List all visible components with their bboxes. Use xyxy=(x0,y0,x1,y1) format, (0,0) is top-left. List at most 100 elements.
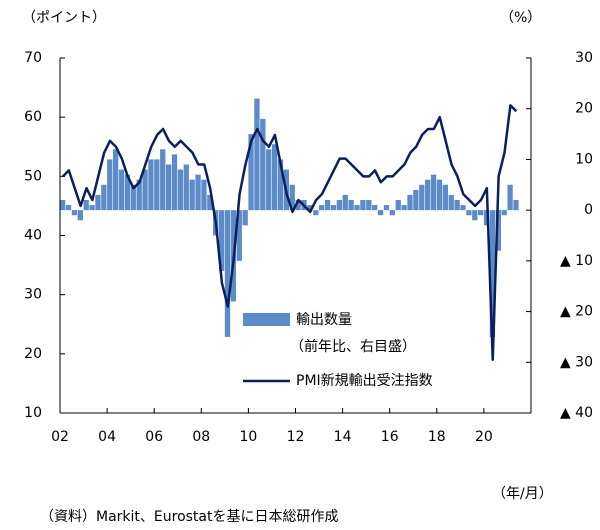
bar xyxy=(478,210,484,216)
bar xyxy=(460,205,466,211)
bar xyxy=(136,179,142,211)
bar xyxy=(236,210,242,261)
bar xyxy=(295,200,301,211)
bar xyxy=(60,200,66,211)
y2-tick-label: 20 xyxy=(575,101,593,117)
y-tick-label: 30 xyxy=(24,287,42,303)
bar xyxy=(207,194,213,211)
bar xyxy=(142,169,148,211)
legend-note: （前年比、右目盛） xyxy=(290,338,416,355)
bar xyxy=(148,159,154,211)
bar xyxy=(483,210,490,226)
y2-tick-label: 0 xyxy=(584,202,593,218)
bar xyxy=(218,210,225,271)
bar xyxy=(165,164,172,211)
bar xyxy=(401,205,407,211)
bar xyxy=(118,169,125,211)
x-unit: （年/月） xyxy=(492,486,553,502)
bar xyxy=(95,194,101,211)
legend-swatch xyxy=(243,313,290,326)
y2-tick-label: 10 xyxy=(575,151,593,167)
bar xyxy=(71,210,78,216)
bar xyxy=(372,205,378,211)
bar xyxy=(313,210,319,216)
x-tick-label: 02 xyxy=(51,429,69,445)
bar xyxy=(183,164,189,211)
y2-tick-label: 30 xyxy=(575,50,593,66)
bar xyxy=(413,189,419,211)
x-tick-label: 14 xyxy=(334,429,352,445)
bar xyxy=(436,179,443,211)
x-tick-label: 06 xyxy=(145,429,163,445)
y-tick-label: 70 xyxy=(24,50,42,66)
bar xyxy=(425,179,431,211)
bar xyxy=(254,98,260,211)
bar xyxy=(319,205,325,211)
bar xyxy=(430,174,437,211)
bar xyxy=(466,210,472,216)
bar xyxy=(377,210,384,216)
y-tick-label: 60 xyxy=(24,109,42,125)
y-tick-label: 10 xyxy=(24,405,42,421)
bar xyxy=(271,144,278,211)
bar xyxy=(330,205,337,211)
bar xyxy=(495,210,501,251)
y2-tick-label: ▲ 30 xyxy=(560,354,593,370)
bar xyxy=(360,200,366,211)
bar xyxy=(419,184,425,211)
bar xyxy=(307,205,313,211)
x-tick-label: 12 xyxy=(287,429,305,445)
bar xyxy=(289,184,295,211)
bar xyxy=(201,179,207,211)
bar xyxy=(354,205,360,211)
bar xyxy=(454,200,460,211)
bar xyxy=(383,205,390,211)
bar xyxy=(348,200,354,211)
bar xyxy=(242,210,248,226)
bar xyxy=(224,210,231,337)
left-unit: （ポイント） xyxy=(22,10,106,26)
bar xyxy=(171,154,178,211)
bar xyxy=(342,194,348,211)
bar xyxy=(101,184,107,211)
x-tick-label: 10 xyxy=(239,429,257,445)
y-tick-label: 40 xyxy=(24,228,42,244)
bar xyxy=(336,200,342,211)
bar xyxy=(324,200,331,211)
line xyxy=(62,104,518,361)
legend-label: PMI新規輸出受注指数 xyxy=(296,373,433,389)
right-unit: （%） xyxy=(500,10,541,26)
bar xyxy=(489,210,496,337)
bar xyxy=(130,184,136,211)
bar xyxy=(189,179,195,211)
y-tick-label: 50 xyxy=(24,168,42,184)
x-tick-label: 16 xyxy=(381,429,399,445)
source: （資料）Markit、Eurostatを基に日本総研作成 xyxy=(40,508,338,525)
bar xyxy=(366,200,372,211)
bar xyxy=(248,134,254,211)
legend-label: 輸出数量 xyxy=(296,312,352,328)
bar xyxy=(277,159,284,211)
bar xyxy=(389,210,395,216)
bar xyxy=(195,174,201,211)
bar xyxy=(177,169,184,211)
y2-tick-label: ▲ 10 xyxy=(560,253,593,269)
bar xyxy=(160,149,166,211)
bar xyxy=(77,210,83,221)
bar xyxy=(107,159,113,211)
bar xyxy=(448,194,454,211)
bar xyxy=(260,118,266,211)
bar xyxy=(513,200,519,211)
bar xyxy=(154,159,160,211)
bar xyxy=(472,210,478,221)
bar xyxy=(442,184,448,211)
bar xyxy=(501,210,507,216)
x-tick-label: 18 xyxy=(428,429,446,445)
x-tick-label: 08 xyxy=(192,429,210,445)
bar xyxy=(89,205,95,211)
bar xyxy=(507,184,513,211)
bar xyxy=(65,205,72,211)
x-tick-label: 20 xyxy=(475,429,493,445)
x-tick-label: 04 xyxy=(98,429,116,445)
